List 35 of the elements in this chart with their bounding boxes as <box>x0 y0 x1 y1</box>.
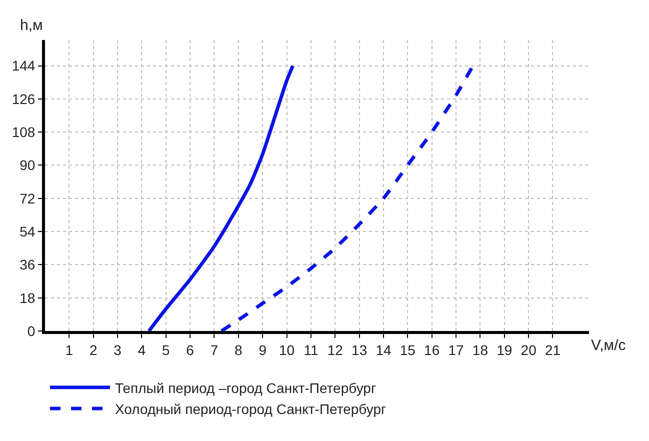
y-axis-title: h,м <box>20 17 43 34</box>
x-tick-label: 11 <box>304 342 318 358</box>
x-tick-label: 2 <box>89 342 98 358</box>
x-tick-label: 7 <box>210 342 218 358</box>
x-tick-label: 1 <box>65 342 74 358</box>
x-tick-label: 3 <box>114 342 122 358</box>
x-tick-label: 5 <box>162 342 170 358</box>
y-tick-label: 90 <box>20 157 36 174</box>
x-tick-label: 17 <box>448 342 464 358</box>
x-tick-label: 9 <box>258 342 267 358</box>
y-tick-label: 108 <box>12 124 36 140</box>
y-tick-label: 0 <box>27 322 36 339</box>
y-tick-label: 18 <box>20 290 36 306</box>
y-tick-label: 36 <box>20 256 36 273</box>
y-tick-label: 144 <box>12 58 36 74</box>
x-tick-label: 12 <box>327 342 344 358</box>
x-tick-label: 4 <box>138 342 146 358</box>
x-tick-label: 13 <box>352 342 368 358</box>
legend-label: Холодный период-город Санкт-Петербург <box>115 401 386 417</box>
line-series <box>147 64 295 331</box>
x-tick-label: 18 <box>472 342 488 358</box>
x-tick-label: 16 <box>424 342 440 358</box>
x-tick-label: 20 <box>520 342 537 358</box>
x-tick-label: 8 <box>234 342 243 358</box>
x-tick-label: 21 <box>544 342 561 358</box>
x-axis-title: V,м/с <box>591 337 626 354</box>
x-tick-label: 19 <box>496 342 512 358</box>
x-tick-label: 14 <box>376 342 392 358</box>
y-tick-label: 54 <box>20 223 36 240</box>
legend-label: Теплый период –город Санкт-Петербург <box>115 380 376 396</box>
y-tick-label: 72 <box>20 190 36 206</box>
x-tick-label: 6 <box>186 342 194 358</box>
x-tick-label: 15 <box>400 342 416 358</box>
x-tick-label: 10 <box>278 342 295 358</box>
y-tick-label: 126 <box>12 90 36 107</box>
